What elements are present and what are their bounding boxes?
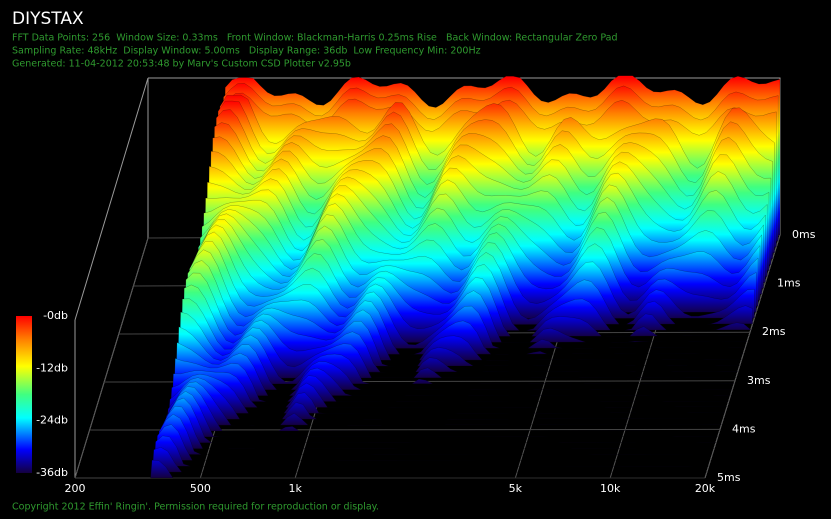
side-wall-edge xyxy=(74,77,149,321)
color-scale-label: -12db xyxy=(36,361,68,374)
surface-slice xyxy=(169,373,726,414)
time-tick-label: 1ms xyxy=(777,277,801,290)
surface-slice xyxy=(164,386,720,432)
surface-slice xyxy=(171,370,728,408)
surface-slice xyxy=(187,249,744,356)
labels: 200 500 1k 5k 10k 20k 0ms 1ms 2ms 3ms 4ms 5ms -0db -1… xyxy=(36,228,816,495)
x-tick-label: 500 xyxy=(190,482,211,495)
surface-slice xyxy=(152,447,708,473)
surface-slice xyxy=(157,413,713,455)
x-tick-label: 10k xyxy=(600,482,621,495)
time-tick-label: 5ms xyxy=(717,471,741,484)
surface-slice xyxy=(186,260,742,362)
surface-slice xyxy=(155,424,711,461)
color-scale-label: -0db xyxy=(43,309,68,322)
x-tick-label: 1k xyxy=(288,482,302,495)
color-scale-label: -24db xyxy=(36,414,68,427)
surface-slice xyxy=(153,435,710,467)
info-line: Generated: 11-04-2012 20:53:48 by Marv's… xyxy=(12,59,351,70)
time-tick-label: 2ms xyxy=(762,325,786,338)
surface-slice xyxy=(162,391,719,438)
x-tick-label: 5k xyxy=(509,482,523,495)
footer: Copyright 2012 Effin' Ringin'. Permissio… xyxy=(12,502,379,513)
surface-slice xyxy=(166,381,723,426)
color-scale-label: -36db xyxy=(36,466,68,479)
info-line: Sampling Rate: 48kHz Display Window: 5.0… xyxy=(12,46,481,57)
surface xyxy=(150,75,781,479)
surface-slice xyxy=(182,284,739,373)
surface-slice xyxy=(161,397,717,444)
grid-line xyxy=(704,234,781,479)
chart-title: DIYSTAX xyxy=(12,9,84,29)
info-line: FFT Data Points: 256 Window Size: 0.33ms… xyxy=(12,33,617,44)
color-bar xyxy=(16,316,32,473)
x-tick-label: 200 xyxy=(65,482,86,495)
time-tick-label: 3ms xyxy=(747,374,771,387)
surface-slice xyxy=(159,406,715,449)
x-tick-label: 20k xyxy=(695,482,716,495)
time-tick-label: 0ms xyxy=(792,228,816,241)
surface-slice xyxy=(184,272,740,367)
time-tick-label: 4ms xyxy=(732,422,756,435)
surface-slice xyxy=(150,459,705,479)
grid-line xyxy=(74,237,149,479)
